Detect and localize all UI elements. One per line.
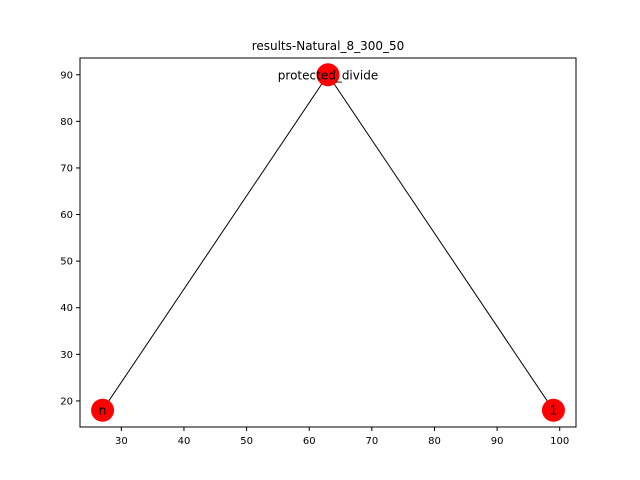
- x-tick-label: 90: [491, 436, 504, 447]
- tree-node-label: n: [99, 404, 107, 418]
- y-tick-label: 40: [60, 303, 73, 314]
- tree-node-right: [541, 398, 565, 422]
- x-tick-label: 80: [428, 436, 441, 447]
- x-tick-label: 60: [303, 436, 316, 447]
- axes: 30 40 50 60 70 80 90 100 20 30 40 50 60 70 80 90: [60, 57, 577, 447]
- nodes-layer: [91, 63, 565, 422]
- y-tick-label: 50: [60, 257, 73, 268]
- y-tick-label: 60: [60, 210, 73, 221]
- tree-edge: [327, 74, 554, 411]
- tree-node-label: protected_divide: [278, 68, 378, 82]
- y-tick-label: 80: [60, 117, 73, 128]
- x-tick-label: 50: [240, 436, 253, 447]
- tree-node-label: 1: [550, 404, 558, 418]
- y-tick-label: 90: [60, 70, 73, 81]
- x-tick-label: 40: [178, 436, 191, 447]
- chart-title: results-Natural_8_300_50: [252, 39, 405, 53]
- x-tick-label: 100: [550, 436, 569, 447]
- y-tick-label: 70: [60, 163, 73, 174]
- y-tick-label: 20: [60, 396, 73, 407]
- x-tick-label: 30: [115, 436, 128, 447]
- plot-frame: [79, 57, 577, 428]
- tree-node-left: [91, 398, 115, 422]
- y-tick-label: 30: [60, 350, 73, 361]
- edges-layer: [102, 74, 554, 411]
- tree-edge: [102, 74, 329, 411]
- x-tick-label: 70: [365, 436, 378, 447]
- tree-node-root: [316, 63, 340, 87]
